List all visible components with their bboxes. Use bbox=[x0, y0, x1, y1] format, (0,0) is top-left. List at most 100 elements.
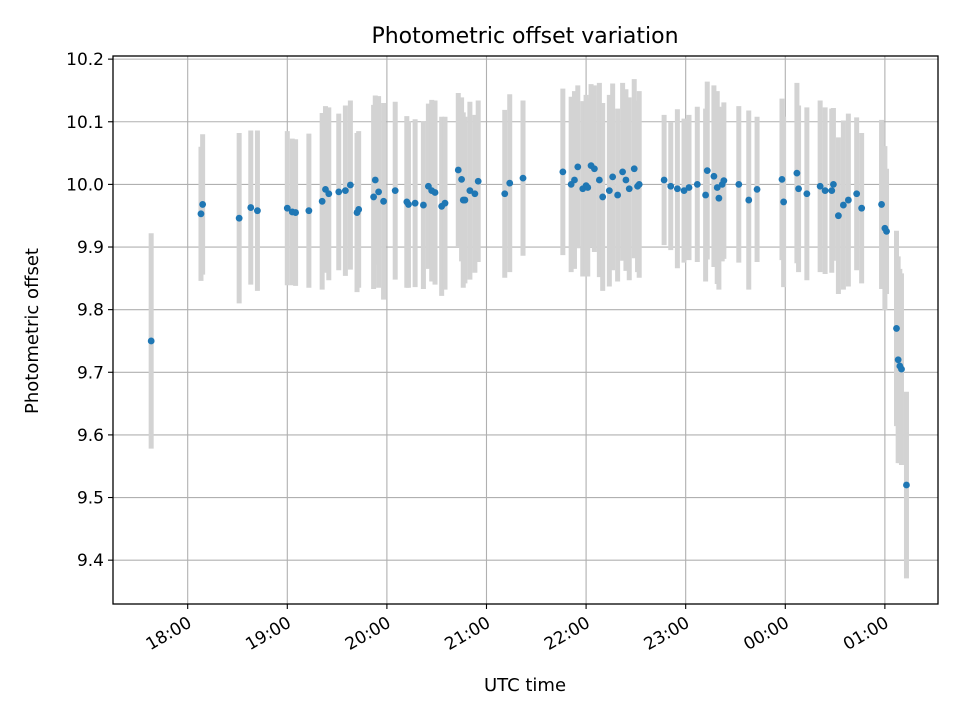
data-point bbox=[355, 206, 363, 213]
data-point bbox=[893, 325, 900, 332]
data-point bbox=[660, 176, 668, 184]
data-point bbox=[635, 180, 643, 188]
data-point bbox=[703, 167, 711, 175]
data-point bbox=[147, 337, 155, 345]
data-point bbox=[680, 187, 688, 195]
data-point bbox=[821, 187, 829, 195]
data-point bbox=[599, 193, 607, 201]
data-point bbox=[595, 176, 603, 184]
data-point bbox=[254, 207, 261, 215]
data-point bbox=[839, 201, 847, 209]
data-point bbox=[305, 207, 313, 215]
data-point bbox=[858, 204, 866, 212]
data-point bbox=[614, 191, 622, 199]
data-point bbox=[844, 196, 852, 204]
data-point bbox=[693, 180, 701, 188]
data-point bbox=[335, 188, 343, 196]
data-point bbox=[753, 185, 761, 193]
data-point bbox=[318, 197, 326, 205]
data-point bbox=[780, 198, 788, 206]
y-tick-label: 10.2 bbox=[66, 50, 104, 70]
y-tick-label: 10.1 bbox=[66, 113, 104, 133]
data-point bbox=[325, 190, 333, 198]
data-point bbox=[605, 187, 613, 195]
data-point bbox=[713, 184, 721, 191]
data-point bbox=[375, 188, 382, 196]
data-point bbox=[283, 204, 291, 212]
y-tick-label: 9.9 bbox=[77, 238, 104, 258]
data-point bbox=[501, 190, 509, 198]
data-point bbox=[199, 201, 207, 208]
data-point bbox=[745, 196, 753, 204]
data-point bbox=[619, 168, 627, 176]
data-point bbox=[574, 163, 582, 171]
data-point bbox=[370, 193, 378, 201]
data-point bbox=[667, 182, 675, 190]
data-point bbox=[625, 185, 633, 193]
data-point bbox=[461, 196, 469, 204]
data-point bbox=[519, 174, 527, 182]
data-point bbox=[894, 356, 902, 364]
data-point bbox=[685, 184, 693, 191]
data-point bbox=[371, 176, 379, 184]
data-point bbox=[830, 180, 837, 188]
data-point bbox=[898, 365, 905, 373]
y-tick-label: 9.7 bbox=[77, 363, 104, 383]
data-point bbox=[405, 201, 412, 208]
data-point bbox=[590, 165, 598, 173]
y-tick-label: 9.6 bbox=[77, 426, 104, 446]
data-point bbox=[853, 190, 861, 198]
data-point bbox=[835, 212, 842, 220]
data-point bbox=[803, 190, 811, 198]
data-point bbox=[903, 481, 910, 489]
data-point bbox=[571, 176, 578, 184]
data-point bbox=[720, 177, 728, 185]
data-point bbox=[878, 201, 885, 208]
data-point bbox=[622, 176, 630, 184]
data-point bbox=[341, 187, 349, 195]
data-point bbox=[584, 184, 592, 191]
y-tick-label: 9.8 bbox=[77, 301, 104, 321]
data-point bbox=[609, 173, 617, 181]
data-point bbox=[630, 165, 638, 173]
data-point bbox=[454, 166, 462, 174]
data-point bbox=[715, 194, 723, 202]
data-point bbox=[795, 185, 802, 193]
data-point bbox=[471, 190, 479, 198]
data-point bbox=[883, 227, 890, 235]
data-point bbox=[816, 182, 824, 190]
data-points bbox=[147, 162, 910, 489]
y-tick-label: 9.5 bbox=[77, 489, 104, 509]
data-point bbox=[247, 204, 255, 211]
data-point bbox=[441, 199, 449, 207]
data-point bbox=[793, 169, 801, 177]
data-point bbox=[559, 168, 567, 176]
data-point bbox=[710, 172, 718, 180]
data-point bbox=[735, 180, 743, 188]
data-point bbox=[197, 210, 205, 218]
data-point bbox=[778, 175, 786, 183]
data-point bbox=[458, 175, 465, 183]
data-point bbox=[506, 179, 514, 187]
data-point bbox=[235, 214, 243, 222]
y-axis-ticks: 9.4 9.5 9.6 9.7 9.8 9.9 10.0 10.1 10.2 bbox=[66, 50, 113, 571]
y-axis-label: Photometric offset bbox=[22, 248, 43, 414]
data-point bbox=[828, 187, 836, 195]
y-tick-label: 9.4 bbox=[77, 551, 104, 571]
data-point bbox=[292, 209, 299, 216]
data-point bbox=[411, 199, 419, 207]
data-point bbox=[420, 201, 427, 209]
data-point bbox=[380, 197, 387, 205]
plot-frame bbox=[112, 55, 939, 605]
y-tick-label: 10.0 bbox=[66, 175, 104, 195]
data-point bbox=[346, 181, 354, 189]
chart-title: Photometric offset variation bbox=[371, 24, 678, 49]
data-point bbox=[466, 187, 474, 195]
data-point bbox=[431, 189, 439, 196]
data-point bbox=[391, 187, 399, 195]
data-point bbox=[702, 191, 710, 199]
x-axis-label: UTC time bbox=[484, 675, 566, 696]
data-point bbox=[673, 185, 681, 193]
data-point bbox=[474, 177, 482, 185]
